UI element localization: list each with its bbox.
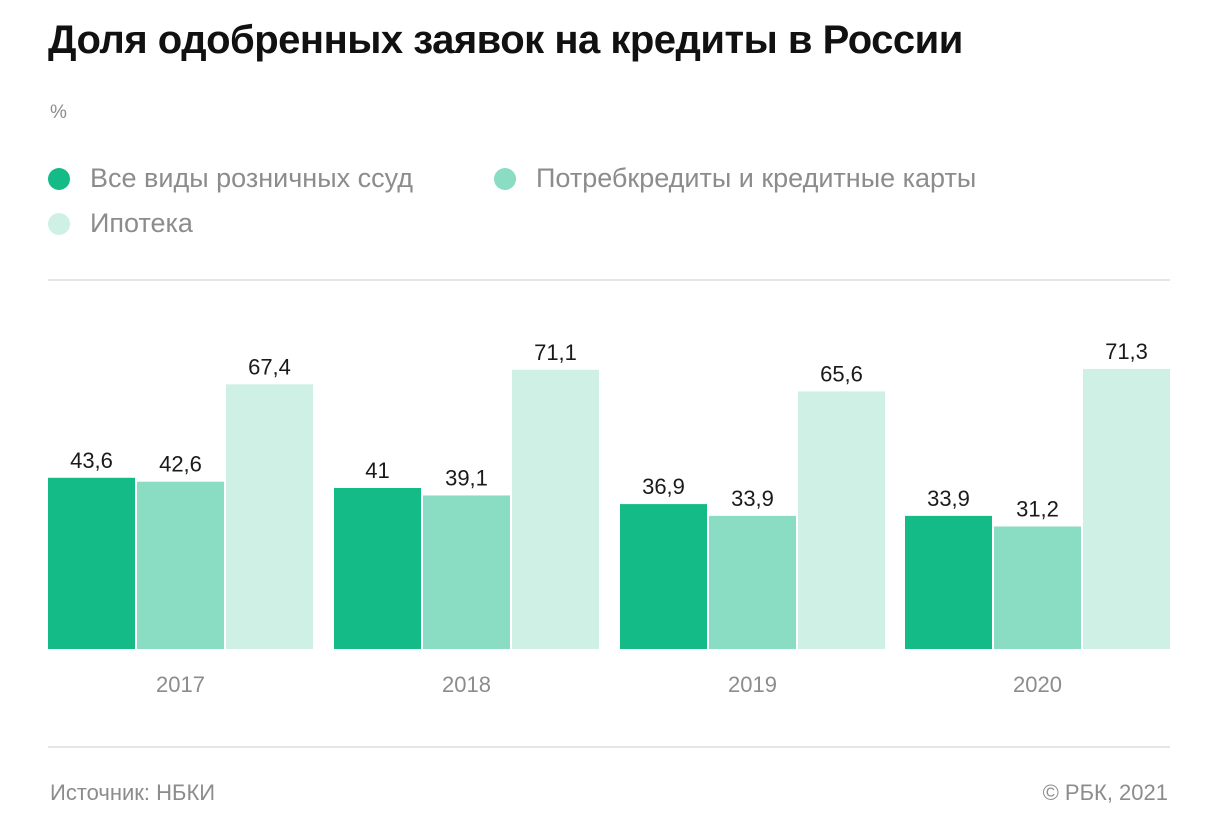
x-tick-label-2018: 2018 [442, 672, 491, 697]
copyright-note: © РБК, 2021 [1042, 780, 1168, 805]
unit-label: % [50, 102, 67, 123]
top-divider [48, 279, 1170, 281]
bar-2019-series-1 [709, 515, 796, 649]
data-label-2020-series-0: 33,9 [927, 486, 970, 511]
data-label-2020-series-1: 31,2 [1016, 496, 1059, 521]
data-label-2018-series-1: 39,1 [445, 465, 488, 490]
data-label-2020-series-2: 71,3 [1105, 339, 1148, 364]
legend-item-retail: Все виды розничных ссуд [48, 163, 413, 194]
data-label-2019-series-2: 65,6 [820, 361, 863, 386]
data-label-2017-series-2: 67,4 [248, 354, 291, 379]
data-label-2019-series-1: 33,9 [731, 486, 774, 511]
bottom-divider [48, 746, 1170, 748]
source-note: Источник: НБКИ [50, 780, 216, 805]
bar-2019-series-2 [798, 391, 885, 649]
legend-dot-consumer [494, 167, 516, 190]
data-label-2017-series-1: 42,6 [159, 452, 202, 477]
bar-2019-series-0 [620, 504, 707, 649]
legend-label-retail: Все виды розничных ссуд [90, 163, 413, 193]
legend-item-consumer: Потребкредиты и кредитные карты [494, 163, 976, 194]
data-label-2017-series-0: 43,6 [70, 448, 113, 473]
bar-2020-series-0 [905, 515, 992, 649]
x-tick-label-2019: 2019 [728, 672, 777, 697]
data-label-2018-series-0: 41 [365, 458, 389, 483]
bar-2017-series-2 [226, 384, 313, 649]
bar-2018-series-0 [334, 487, 421, 649]
bar-2017-series-0 [48, 477, 135, 649]
bar-2017-series-1 [137, 481, 224, 649]
legend-label-mortgage: Ипотека [90, 208, 193, 238]
x-tick-label-2017: 2017 [156, 672, 205, 697]
data-label-2019-series-0: 36,9 [642, 474, 685, 499]
bar-2018-series-1 [423, 495, 510, 649]
bar-2020-series-2 [1083, 369, 1170, 649]
chart-title: Доля одобренных заявок на кредиты в Росс… [48, 18, 963, 62]
legend-label-consumer: Потребкредиты и кредитные карты [536, 163, 977, 193]
legend-item-mortgage: Ипотека [48, 208, 193, 239]
data-label-2018-series-2: 71,1 [534, 340, 577, 365]
x-tick-label-2020: 2020 [1013, 672, 1062, 697]
bar-2018-series-2 [512, 369, 599, 649]
legend-dot-retail [48, 167, 70, 190]
legend-dot-mortgage [48, 212, 70, 235]
bar-2020-series-1 [994, 526, 1081, 649]
